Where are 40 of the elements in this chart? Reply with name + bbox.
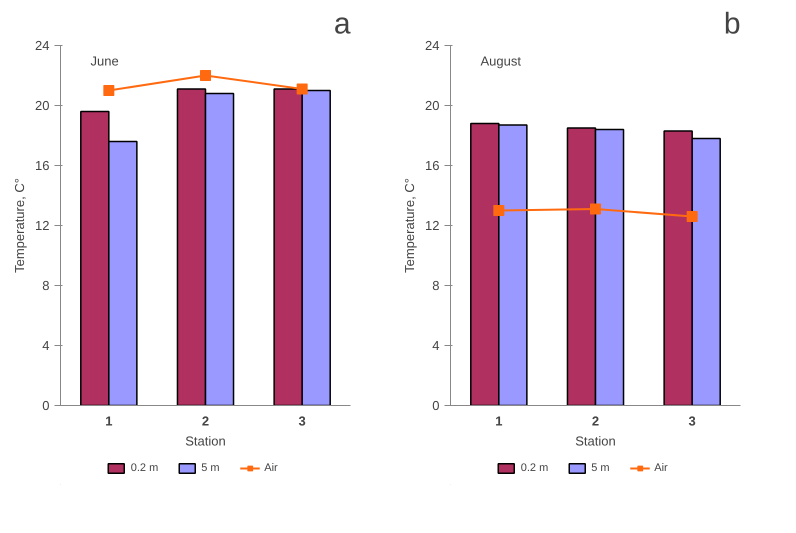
point: [103, 85, 114, 96]
y-tick-label: 24: [425, 38, 440, 53]
point: [686, 211, 698, 222]
y-tick-label: 4: [42, 338, 50, 353]
y-tick-label: 12: [425, 218, 440, 233]
y-tick-label: 8: [432, 278, 440, 293]
x-axis-title: Station: [575, 434, 616, 448]
x-tick-label: 2: [592, 414, 600, 428]
x-tick-label: 1: [105, 414, 112, 428]
y-tick-label: 20: [35, 98, 50, 113]
text: a: [334, 8, 351, 40]
point: [590, 204, 601, 214]
legend-label: Air: [264, 462, 279, 474]
point: [296, 84, 308, 94]
x-tick-label: 3: [298, 414, 306, 428]
x-axis-title: Station: [185, 434, 226, 448]
point: [200, 70, 211, 81]
legend-label: 5 m: [591, 462, 611, 474]
legend-label: Air: [654, 462, 669, 474]
y-tick-label: 0: [432, 398, 440, 413]
point: [493, 205, 504, 216]
y-tick-label: 16: [35, 158, 50, 173]
legend-label: 0.2 m: [520, 462, 548, 474]
x-tick-label: 2: [202, 414, 210, 428]
annotation: August: [480, 54, 522, 68]
y-tick-label: 4: [432, 338, 440, 353]
y-tick-label: 8: [42, 278, 50, 293]
annotation: June: [90, 54, 119, 68]
y-axis-title: Temperature, C°: [402, 178, 418, 273]
x-tick-label: 1: [495, 414, 502, 428]
y-tick-label: 0: [42, 398, 50, 413]
y-tick-label: 16: [425, 158, 440, 173]
y-axis-title: Temperature, C°: [12, 178, 28, 273]
y-tick-label: 20: [425, 98, 440, 113]
y-tick-label: 12: [35, 218, 50, 233]
x-tick-label: 3: [688, 414, 696, 428]
legend-label: 0.2 m: [130, 462, 158, 474]
legend-label: 5 m: [201, 462, 221, 474]
y-tick-label: 24: [35, 38, 50, 53]
text: b: [724, 8, 741, 40]
